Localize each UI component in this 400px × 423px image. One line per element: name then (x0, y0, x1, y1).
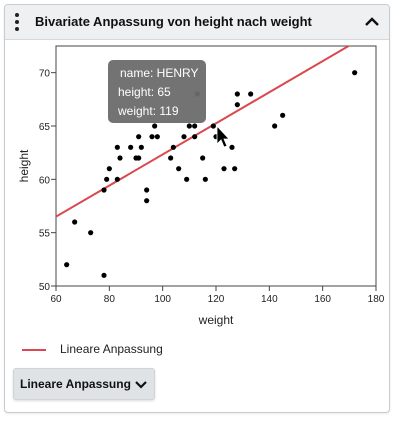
x-tick-label: 140 (261, 294, 278, 305)
y-axis-label: height (17, 149, 31, 182)
data-point[interactable] (138, 144, 144, 150)
data-point[interactable] (232, 166, 238, 172)
data-point[interactable] (114, 144, 120, 150)
data-point[interactable] (117, 155, 123, 161)
linear-fit-button-label: Lineare Anpassung (20, 377, 131, 391)
y-tick-label: 50 (39, 282, 51, 293)
y-tick-label: 60 (39, 175, 51, 186)
data-point[interactable] (104, 176, 110, 182)
data-point[interactable] (192, 134, 198, 140)
data-point[interactable] (72, 219, 78, 225)
data-point[interactable] (181, 134, 187, 140)
data-point[interactable] (202, 176, 208, 182)
data-point[interactable] (170, 144, 176, 150)
data-point[interactable] (234, 91, 240, 97)
plot-frame (55, 45, 377, 287)
data-point[interactable] (106, 166, 112, 172)
data-point[interactable] (192, 123, 198, 129)
x-tick-label: 100 (154, 294, 171, 305)
data-point[interactable] (229, 144, 235, 150)
more-options-icon[interactable] (15, 13, 21, 31)
data-point[interactable] (168, 155, 174, 161)
y-tick-label: 55 (39, 229, 51, 240)
data-point[interactable] (248, 91, 254, 97)
tooltip-height: height: 65 (118, 85, 171, 99)
x-tick-label: 180 (368, 294, 385, 305)
data-point[interactable] (136, 134, 142, 140)
data-point[interactable] (186, 123, 192, 129)
chevron-up-icon[interactable] (363, 13, 381, 31)
data-point[interactable] (128, 144, 134, 150)
data-point[interactable] (136, 155, 142, 161)
panel-title: Bivariate Anpassung von height nach weig… (35, 14, 312, 29)
x-tick-label: 80 (104, 294, 116, 305)
x-tick-label: 60 (50, 294, 62, 305)
y-tick-label: 65 (39, 122, 51, 133)
mouse-cursor-icon (216, 124, 230, 148)
fit-line (56, 46, 351, 218)
tooltip-name: name: HENRY (120, 66, 198, 80)
data-point[interactable] (114, 176, 120, 182)
data-point[interactable] (144, 187, 150, 193)
data-point[interactable] (210, 123, 216, 129)
panel-header: Bivariate Anpassung von height nach weig… (5, 5, 389, 40)
x-tick-label: 120 (208, 294, 225, 305)
data-point[interactable] (352, 70, 358, 76)
data-point[interactable] (272, 123, 278, 129)
data-point[interactable] (280, 112, 286, 118)
data-point[interactable] (101, 187, 107, 193)
data-point[interactable] (234, 102, 240, 108)
data-point[interactable] (176, 166, 182, 172)
scatter-chart: 60 80 100 120 140 160 180 50 55 60 65 70 weight heigh… (17, 45, 385, 327)
tooltip-box (108, 60, 206, 123)
x-tick-label: 160 (314, 294, 331, 305)
data-point[interactable] (144, 198, 150, 204)
data-point[interactable] (184, 176, 190, 182)
y-tick-label: 70 (39, 69, 51, 80)
data-point[interactable] (64, 262, 70, 268)
x-axis-label: weight (198, 313, 234, 327)
tooltip-weight: weight: 119 (117, 104, 179, 118)
legend-label: Lineare Anpassung (60, 342, 163, 356)
chevron-down-icon (135, 381, 147, 389)
data-point[interactable] (154, 134, 160, 140)
linear-fit-dropdown-button[interactable]: Lineare Anpassung (13, 368, 155, 400)
data-point[interactable] (200, 155, 206, 161)
data-point[interactable] (101, 272, 107, 278)
data-point[interactable] (149, 134, 155, 140)
data-point[interactable] (88, 230, 94, 236)
data-point[interactable] (152, 123, 158, 129)
data-point[interactable] (221, 166, 227, 172)
legend-line-swatch (22, 349, 46, 351)
